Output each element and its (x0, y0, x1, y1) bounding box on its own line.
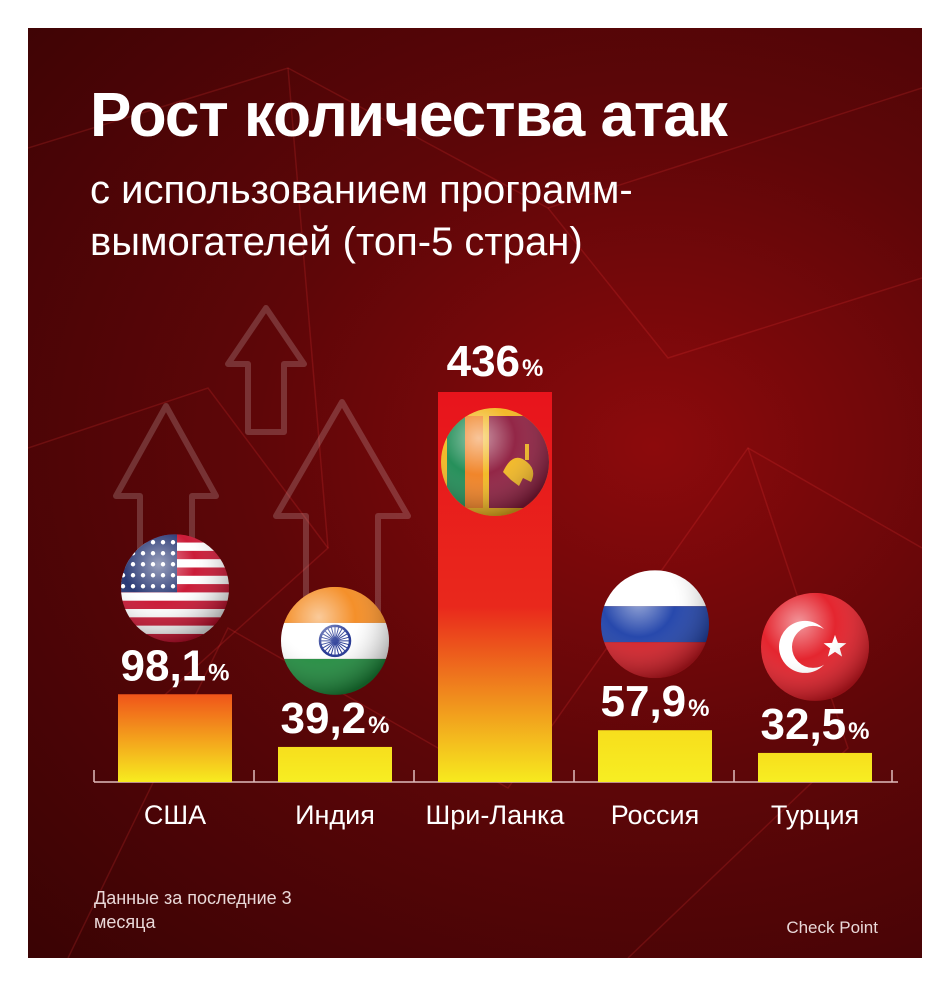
value-label-4: 57,9% (601, 677, 710, 726)
category-label-3: Шри-Ланка (426, 800, 566, 830)
infographic-card: 98,1% 39,2% 436% 57,9% 32,5% США Индия Шри-Лан… (28, 28, 922, 958)
footnote: Данные за последние 3 месяца (94, 888, 292, 932)
bar-2 (278, 746, 392, 782)
category-label-2: Индия (295, 800, 375, 830)
bar-5 (758, 752, 872, 782)
value-label-2: 39,2% (281, 694, 390, 743)
category-label-4: Россия (611, 800, 700, 830)
bar-1 (118, 694, 232, 782)
chart-subtitle: с использованием программ-вымогателей (т… (90, 168, 633, 264)
flags-group (121, 408, 869, 701)
russia-flag-icon (601, 570, 709, 679)
turkey-flag-icon (761, 592, 869, 701)
category-labels-group: США Индия Шри-Ланка Россия Турция (144, 800, 859, 830)
category-label-5: Турция (771, 800, 859, 830)
source-label: Check Point (786, 918, 878, 937)
bar-chart: 98,1% 39,2% 436% 57,9% 32,5% США Индия Шри-Лан… (28, 67, 922, 958)
usa-flag-icon (121, 534, 229, 643)
chart-title: Рост количества атак (90, 81, 728, 150)
x-axis-ticks (93, 770, 893, 782)
category-label-1: США (144, 800, 206, 830)
bar-4 (598, 730, 712, 782)
value-label-5: 32,5% (761, 700, 870, 749)
india-flag-icon (281, 586, 389, 695)
sri-lanka-flag-icon (441, 408, 549, 516)
value-label-3: 436% (447, 337, 544, 386)
value-labels-group: 98,1% 39,2% 436% 57,9% 32,5% (121, 337, 870, 749)
value-label-1: 98,1% (121, 641, 230, 690)
